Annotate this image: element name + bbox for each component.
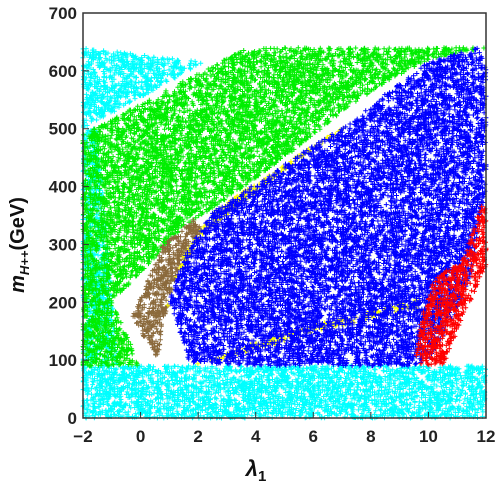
points-layer xyxy=(80,45,489,421)
y-tick-label-5: 500 xyxy=(49,120,77,139)
point-cloud-1 xyxy=(80,45,487,369)
x-axis-title: λ1 xyxy=(245,456,267,485)
y-tick-label-7: 700 xyxy=(49,4,77,23)
point-region-4 xyxy=(168,45,489,369)
y-tick-label-0: 0 xyxy=(68,409,77,428)
point-cloud-4 xyxy=(168,45,489,369)
x-tick-label-0: −2 xyxy=(73,427,92,446)
x-tick-label-2: 2 xyxy=(193,427,202,446)
y-tick-label-4: 400 xyxy=(49,178,77,197)
point-cloud-2 xyxy=(130,217,203,358)
point-region-5 xyxy=(413,204,489,368)
y-axis-title: mH++(GeV) xyxy=(7,197,32,293)
y-tick-label-2: 200 xyxy=(49,293,77,312)
x-tick-label-6: 10 xyxy=(419,427,438,446)
y-tick-label-6: 600 xyxy=(49,62,77,81)
x-tick-label-7: 12 xyxy=(477,427,496,446)
x-tick-label-5: 8 xyxy=(366,427,375,446)
x-tick-label-1: 0 xyxy=(136,427,145,446)
y-tick-label-1: 100 xyxy=(49,351,77,370)
point-region-2 xyxy=(130,217,203,358)
point-region-1 xyxy=(80,45,487,369)
x-tick-label-4: 6 xyxy=(309,427,318,446)
plot-frame xyxy=(82,12,487,419)
x-tick-label-3: 4 xyxy=(251,427,261,446)
point-cloud-5 xyxy=(413,204,489,368)
y-tick-label-3: 300 xyxy=(49,235,77,254)
